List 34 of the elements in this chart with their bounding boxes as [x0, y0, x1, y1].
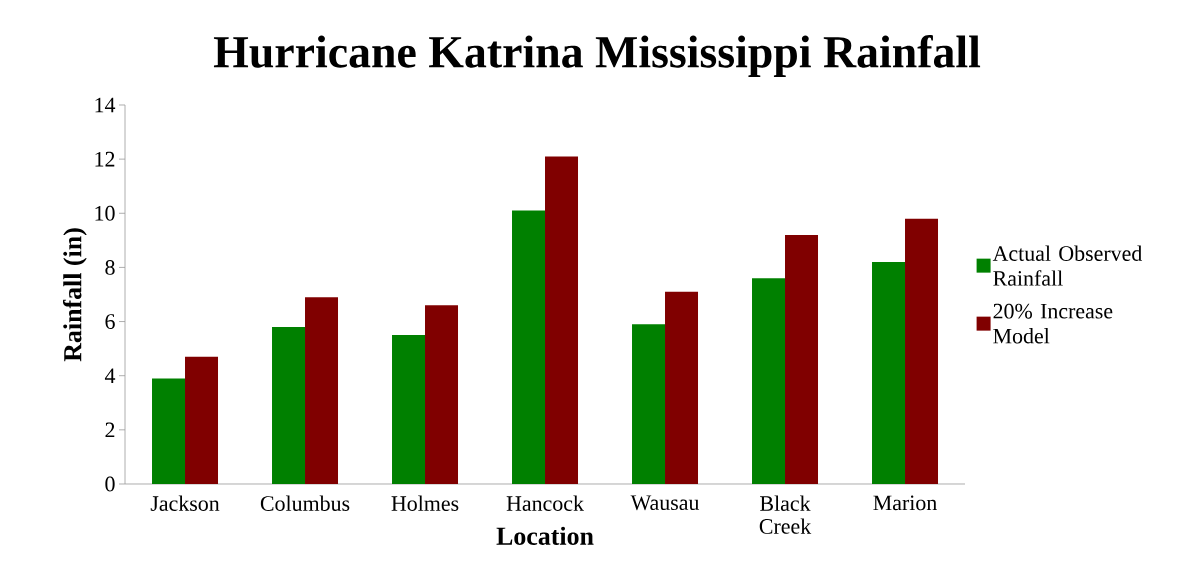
bar: [785, 234, 819, 484]
bar: [872, 262, 906, 484]
y-tick-label: 4: [104, 368, 116, 383]
bar: [752, 278, 786, 484]
legend-label: 20% Increase Model: [993, 303, 1113, 344]
x-axis-title: Location: [496, 526, 594, 545]
chart-title: Hurricane Katrina Mississippi Rainfall: [213, 34, 981, 77]
y-tick-label: 14: [95, 97, 116, 113]
x-tick-label: Marion: [873, 495, 937, 511]
x-tick-label: Black Creek: [759, 495, 812, 534]
y-tick-label: 6: [105, 314, 115, 329]
bar: [512, 210, 546, 484]
y-tick-label: 0: [105, 476, 115, 492]
bar: [632, 324, 666, 484]
y-tick-label: 2: [105, 422, 115, 438]
bar: [392, 335, 426, 484]
bar: [185, 356, 219, 484]
x-tick-label: Holmes: [391, 495, 459, 511]
bar: [425, 305, 459, 484]
bar: [305, 297, 339, 484]
x-tick-label: Jackson: [150, 495, 220, 511]
x-tick-label: Wausau: [630, 495, 700, 511]
bar: [665, 291, 699, 484]
x-tick-label: Hancock: [506, 495, 584, 511]
y-tick-label: 12: [95, 151, 115, 167]
legend-label: Actual Observed Rainfall: [992, 245, 1143, 286]
bar: [545, 156, 579, 484]
y-tick-label: 10: [95, 205, 115, 221]
x-tick-label: Columbus: [260, 495, 350, 511]
bar: [272, 326, 306, 484]
y-axis-title: Rainfall (in): [62, 228, 87, 362]
y-tick-label: 8: [105, 260, 115, 275]
bar: [905, 218, 939, 484]
bar: [152, 378, 186, 484]
